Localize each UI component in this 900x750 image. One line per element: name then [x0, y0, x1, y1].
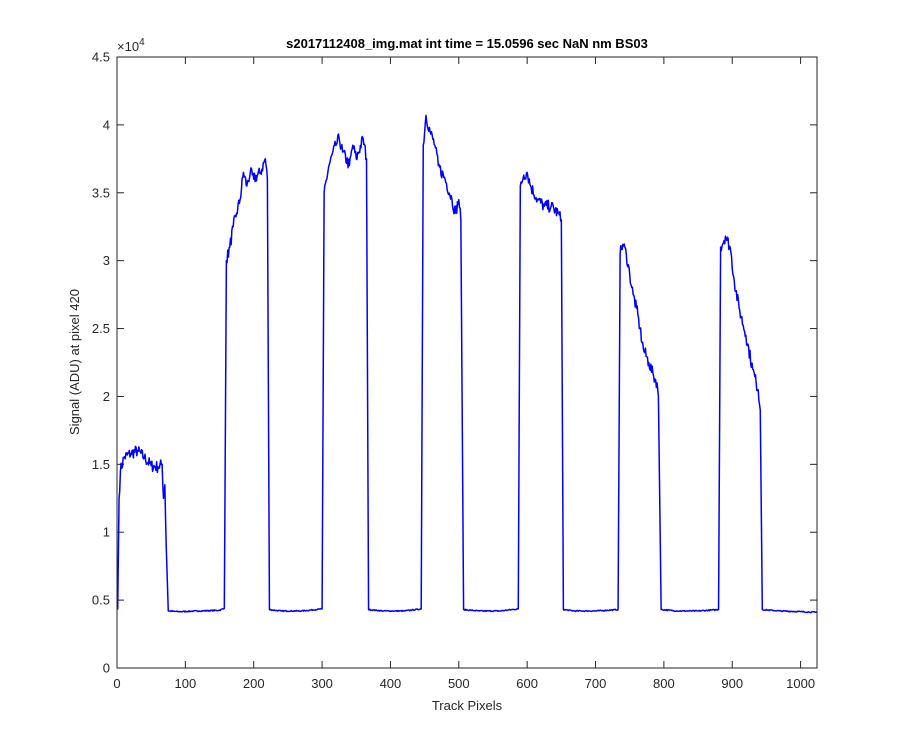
x-tick-label: 600: [516, 676, 538, 691]
y-tick-label: 3.5: [92, 185, 110, 200]
y-tick-label: 1: [103, 525, 110, 540]
x-tick-label: 700: [585, 676, 607, 691]
y-axis-ticks: 0 0.5 1 1.5 2 2.5 3 3.5 4 4.5: [92, 50, 817, 676]
y-tick-label: 4.5: [92, 50, 110, 65]
y-axis-label: Signal (ADU) at pixel 420: [67, 289, 82, 435]
y-tick-label: 1.5: [92, 457, 110, 472]
y-tick-label: 0: [103, 661, 110, 676]
x-tick-label: 1000: [786, 676, 815, 691]
y-tick-label: 2: [103, 389, 110, 404]
y-tick-label: 3: [103, 253, 110, 268]
chart-title: s2017112408_img.mat int time = 15.0596 s…: [286, 36, 648, 51]
y-tick-label: 4: [103, 117, 110, 132]
x-tick-label: 0: [113, 676, 120, 691]
x-tick-label: 400: [380, 676, 402, 691]
y-axis-exponent-power: 4: [139, 37, 145, 48]
x-tick-label: 800: [653, 676, 675, 691]
x-tick-label: 900: [721, 676, 743, 691]
x-tick-label: 100: [175, 676, 197, 691]
plot-area: [117, 57, 817, 668]
series-line: [116, 114, 818, 614]
x-tick-label: 200: [243, 676, 265, 691]
y-axis-exponent-base: ×10: [117, 39, 139, 54]
y-tick-label: 2.5: [92, 321, 110, 336]
x-axis-label: Track Pixels: [432, 698, 503, 713]
x-axis-ticks: 0 100 200 300 400 500 600 700 800 900 1000: [113, 57, 815, 691]
y-axis-exponent: ×104: [117, 37, 145, 54]
plot-frame: [116, 56, 818, 669]
x-tick-label: 300: [311, 676, 333, 691]
y-tick-label: 0.5: [92, 593, 110, 608]
x-tick-label: 500: [448, 676, 470, 691]
